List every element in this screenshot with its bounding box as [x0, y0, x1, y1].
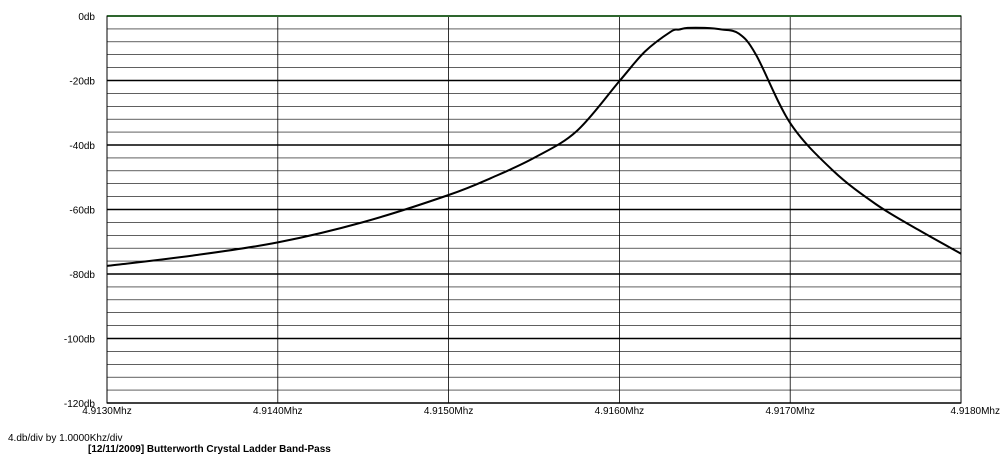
y-tick-label: -80db: [69, 270, 95, 281]
y-tick-label: -40db: [69, 141, 95, 152]
x-tick-label: 4.9130Mhz: [82, 406, 131, 417]
scale-description: 4.db/div by 1.0000Khz/div: [8, 433, 123, 444]
frequency-response-curve: [106, 26, 962, 267]
x-tick-label: 4.9160Mhz: [595, 406, 644, 417]
y-tick-label: 0db: [78, 12, 95, 23]
chart-title: [12/11/2009] Butterworth Crystal Ladder …: [88, 444, 331, 455]
y-tick-label: -120db: [64, 399, 96, 410]
x-tick-label: 4.9150Mhz: [424, 406, 473, 417]
y-tick-label: -60db: [69, 206, 95, 217]
grid: [106, 16, 962, 404]
x-tick-label: 4.9140Mhz: [253, 406, 302, 417]
x-axis-tick-labels: 4.9130Mhz 4.9140Mhz 4.9150Mhz 4.9160Mhz 4.91…: [82, 406, 1000, 417]
x-tick-label: 4.9180Mhz: [951, 406, 1000, 417]
y-tick-label: -100db: [64, 335, 96, 346]
x-tick-label: 4.9170Mhz: [765, 406, 814, 417]
y-tick-label: -20db: [69, 77, 95, 88]
plot-area-frame: [106, 15, 962, 404]
y-axis-tick-labels: 0db -20db -40db -60db -80db -100db -120db: [64, 12, 96, 410]
